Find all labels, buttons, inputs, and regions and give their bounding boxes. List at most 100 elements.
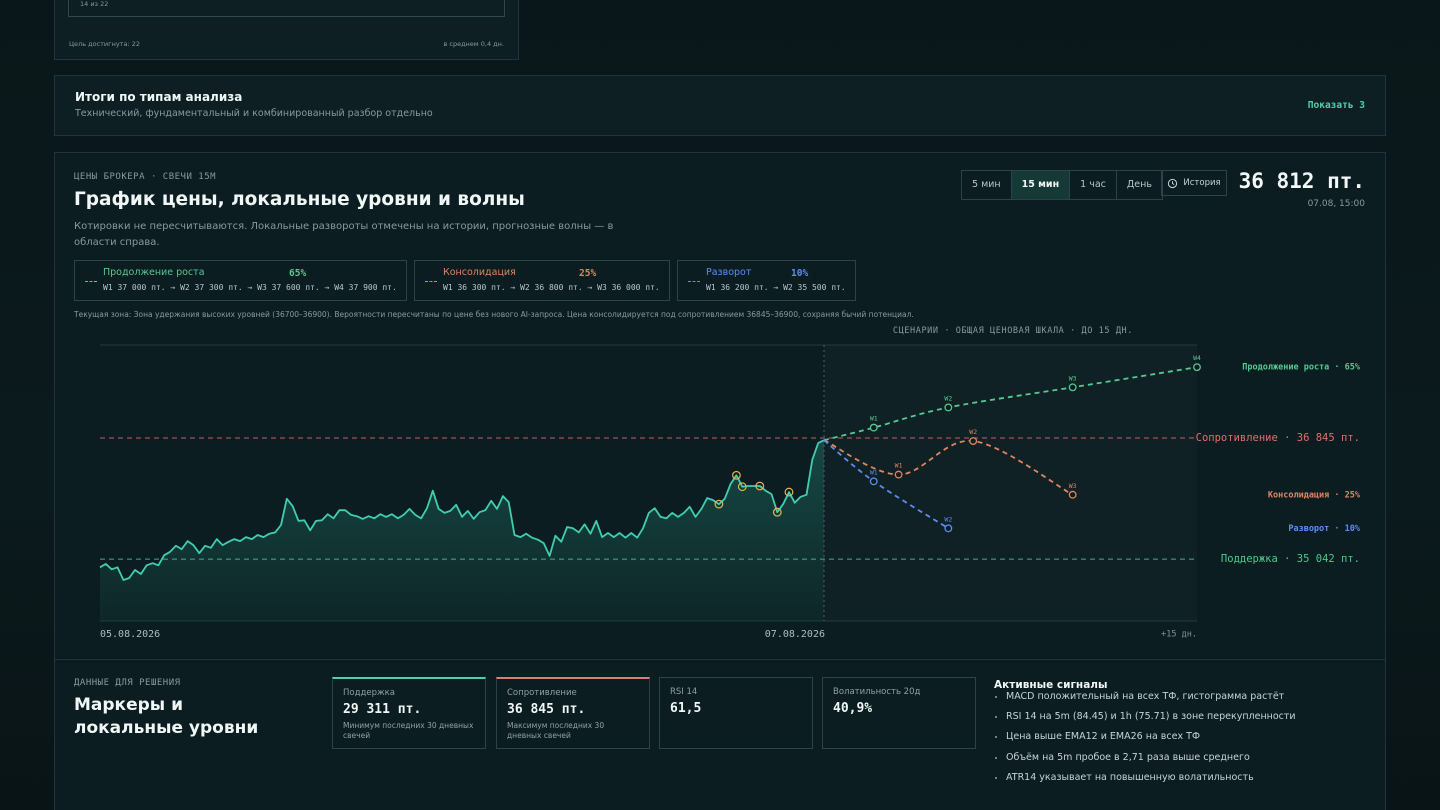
scenario-card: Разворот 10% W1 36 200 пт. → W2 35 500 пт. [677,260,856,301]
metric-value: 61,5 [670,701,702,716]
wave-label: W3 [1069,374,1077,382]
history-line [99,439,825,581]
panel-title: График цены, локальные уровни и волны [74,189,525,210]
scenario-dash [425,281,437,282]
scenario-name: Консолидация [443,267,516,278]
scenario-name: Продолжение роста [103,267,205,278]
scenario-waves: W1 36 200 пт. → W2 35 500 пт. [706,283,846,292]
wave-point [1068,383,1077,392]
eyebrow: ЦЕНЫ БРОКЕРА · СВЕЧИ 15М [74,172,217,182]
goal-text: Цель достигнута: 22 [69,40,140,48]
pivot-marker [732,470,741,480]
history-icon [1168,178,1178,188]
metric-card: Волатильность 20д 40,9% [822,677,976,749]
pivot-marker [737,482,747,492]
scenario-dash [85,281,97,282]
wave-label: W1 [870,415,878,423]
signals-title: Активные сигналы [994,679,1108,691]
scenario-label: Разворот · 10% [1288,524,1361,534]
history-button[interactable]: История [1161,170,1227,196]
x-label: +15 дн. [1161,630,1197,640]
scenario-probability: 10% [791,268,809,279]
signal-item: Цена выше EMA12 и EMA26 на всех ТФ [1006,731,1296,751]
timeframe-tabs: 5 мин 15 мин 1 час День [961,170,1163,200]
decision-eyebrow: ДАННЫЕ ДЛЯ РЕШЕНИЯ [74,678,181,688]
progress-box: 14 из 22 [68,0,505,17]
metric-note: Максимум последних 30 дневных свечей [507,721,605,740]
metric-value: 36 845 пт. [507,702,586,717]
scenario-probability: 25% [579,268,597,279]
history-label: История [1183,178,1221,188]
metric-label: Волатильность 20д [833,687,921,697]
price-chart: Сопротивление · 36 845 пт. Поддержка · 35… [99,344,1361,640]
level-label: Поддержка · 35 042 пт. [1221,553,1360,565]
wave-label: W2 [944,515,952,523]
wave-point [1068,490,1077,499]
metric-label: Сопротивление [507,688,577,698]
scenario-waves: W1 37 000 пт. → W2 37 300 пт. → W3 37 60… [103,283,397,292]
summary-title: Итоги по типам анализа [75,90,243,104]
history-area [100,440,824,621]
metric-label: Поддержка [343,688,395,698]
wave-label: W2 [969,428,977,436]
divider [55,659,1385,660]
signals-list: MACD положительный на всех ТФ, гистограм… [992,691,1296,792]
average-text: в среднем 0,4 дн. [443,40,504,48]
scenario-dash [688,281,700,282]
summary-card: Итоги по типам анализа Технический, фунд… [54,75,1386,136]
summary-subtitle: Технический, фундаментальный и комбиниро… [75,108,433,119]
signal-item: RSI 14 на 5m (84.45) и 1h (75.71) в зоне… [1006,711,1296,731]
timeframe-tab[interactable]: 5 мин [962,171,1012,199]
wave-label: W4 [1193,354,1201,362]
chart-caption: СЦЕНАРИИ · ОБЩАЯ ЦЕНОВАЯ ШКАЛА · ДО 15 Д… [892,326,1133,336]
wave-point [944,403,953,412]
wave-point [894,470,903,479]
timeframe-tab[interactable]: 1 час [1070,171,1117,199]
metric-card: Поддержка 29 311 пт. Минимум последних 30 … [332,677,486,749]
forecast-region [824,345,1197,621]
scenario-card: Консолидация 25% W1 36 300 пт. → W2 36 800… [414,260,670,301]
signal-item: ATR14 указывает на повышенную волатильно… [1006,772,1296,792]
timeframe-tab[interactable]: День [1126,179,1152,190]
pivot-marker [772,507,782,517]
wave-point [944,524,953,533]
wave-point [869,477,878,486]
scenario-waves: W1 36 300 пт. → W2 36 800 пт. → W3 36 00… [443,283,660,292]
wave-label: W1 [870,468,878,476]
x-label: 05.08.2026 [100,629,160,640]
metric-value: 29 311 пт. [343,702,422,717]
wave-label: W2 [944,394,952,402]
wave-label: W3 [1069,482,1077,490]
current-price: 36 812 пт. [1238,169,1365,193]
panel-description: Котировки не пересчитываются. Локальные … [74,221,614,248]
metric-card: Сопротивление 36 845 пт. Максимум последни… [496,677,650,749]
wave-label: W1 [895,462,903,470]
scenario-label: Консолидация · 25% [1268,490,1361,500]
signal-item: Объём на 5m пробое в 2,71 раза выше сред… [1006,752,1296,772]
scenario-line [823,439,1074,496]
wave-point [869,423,878,432]
scenario-name: Разворот [706,267,752,278]
progress-text: 14 из 22 [80,0,109,8]
metric-card: RSI 14 61,5 [659,677,813,749]
timeframe-tab[interactable]: 15 мин [1011,171,1071,199]
pivot-marker [784,487,794,497]
progress-card: 14 из 22 Цель достигнута: 22 в среднем 0… [54,0,519,60]
pivot-marker [714,499,724,509]
metric-note: Минимум последних 30 дневных свечей [343,721,474,740]
pivot-marker [755,481,765,491]
wave-point [1193,363,1201,372]
metric-value: 40,9% [833,701,873,716]
level-label: Сопротивление · 36 845 пт. [1196,432,1360,444]
x-label: 07.08.2026 [765,629,825,640]
scenario-label: Продолжение роста · 65% [1242,363,1361,373]
signal-item: MACD положительный на всех ТФ, гистограм… [1006,691,1296,711]
show-button[interactable]: Показать 3 [1307,100,1365,111]
scenario-card: Продолжение роста 65% W1 37 000 пт. → W2 3… [74,260,407,301]
price-panel: ЦЕНЫ БРОКЕРА · СВЕЧИ 15М График цены, ло… [54,152,1386,810]
scenario-probability: 65% [289,268,307,279]
metric-label: RSI 14 [670,687,698,697]
price-time: 07.08, 15:00 [1307,199,1365,209]
zone-note: Текущая зона: Зона удержания высоких уро… [74,310,914,319]
